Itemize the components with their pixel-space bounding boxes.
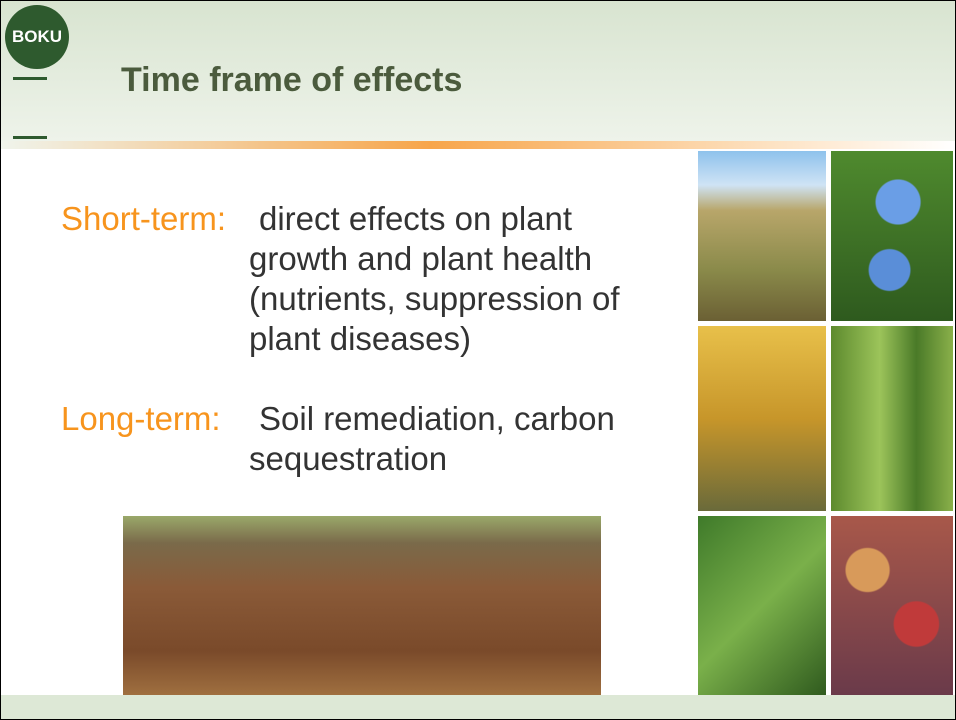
- item-text: sequestration: [249, 439, 447, 479]
- potato-photo: [831, 516, 953, 696]
- header-rule: [1, 141, 955, 149]
- logo-mark: [13, 77, 47, 139]
- item-text: growth and plant health: [249, 239, 592, 279]
- item-label: Long-term:: [61, 399, 221, 439]
- maize-photo: [831, 326, 953, 511]
- slide-title: Time frame of effects: [121, 61, 462, 100]
- hemp-photo: [698, 516, 826, 696]
- item-text: Soil remediation, carbon: [259, 399, 615, 439]
- item-text: (nutrients, suppression of: [249, 279, 620, 319]
- wheat-photo: [698, 151, 826, 321]
- logo: BOKU: [5, 5, 69, 69]
- soil-photo: [123, 516, 601, 696]
- sunflower-photo: [698, 326, 826, 511]
- item-text: plant diseases): [249, 319, 471, 359]
- item-text: direct effects on plant: [259, 199, 572, 239]
- footer-band: [1, 695, 955, 719]
- flax-photo: [831, 151, 953, 321]
- item-label: Short-term:: [61, 199, 226, 239]
- slide: BOKU Time frame of effects Short-term: di…: [0, 0, 956, 720]
